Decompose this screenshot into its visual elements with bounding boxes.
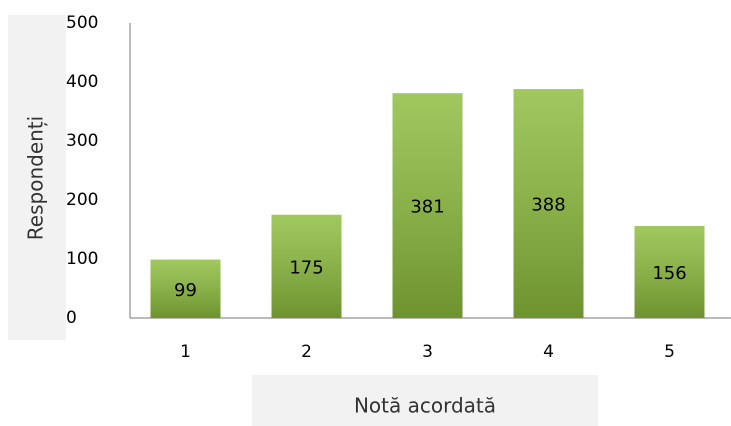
data-label: 175	[289, 257, 323, 278]
bar-shade	[392, 93, 463, 319]
x-tick-label: 3	[422, 342, 433, 362]
y-tick-label: 200	[66, 190, 98, 210]
data-label: 388	[531, 195, 565, 216]
x-tick-label: 1	[180, 342, 191, 362]
x-axis-label: Notă acordată	[354, 394, 496, 418]
y-tick-label: 300	[66, 131, 98, 151]
y-label-box	[8, 15, 66, 340]
x-tick-label: 2	[301, 342, 312, 362]
x-tick-label: 4	[543, 342, 554, 362]
bar-shade	[513, 89, 584, 318]
data-label: 381	[410, 197, 444, 218]
y-tick-label: 0	[66, 308, 77, 328]
bar-shade	[150, 259, 221, 318]
data-label: 156	[652, 263, 686, 284]
data-label: 99	[174, 280, 197, 301]
bar-shade	[634, 225, 705, 318]
x-tick-label: 5	[664, 342, 675, 362]
x-label-box	[252, 375, 598, 426]
y-axis-label: Respondenți	[24, 116, 48, 240]
y-tick-label: 400	[66, 72, 98, 92]
bar-shade	[271, 214, 342, 318]
y-tick-label: 500	[66, 13, 98, 33]
y-tick-label: 100	[66, 249, 98, 269]
